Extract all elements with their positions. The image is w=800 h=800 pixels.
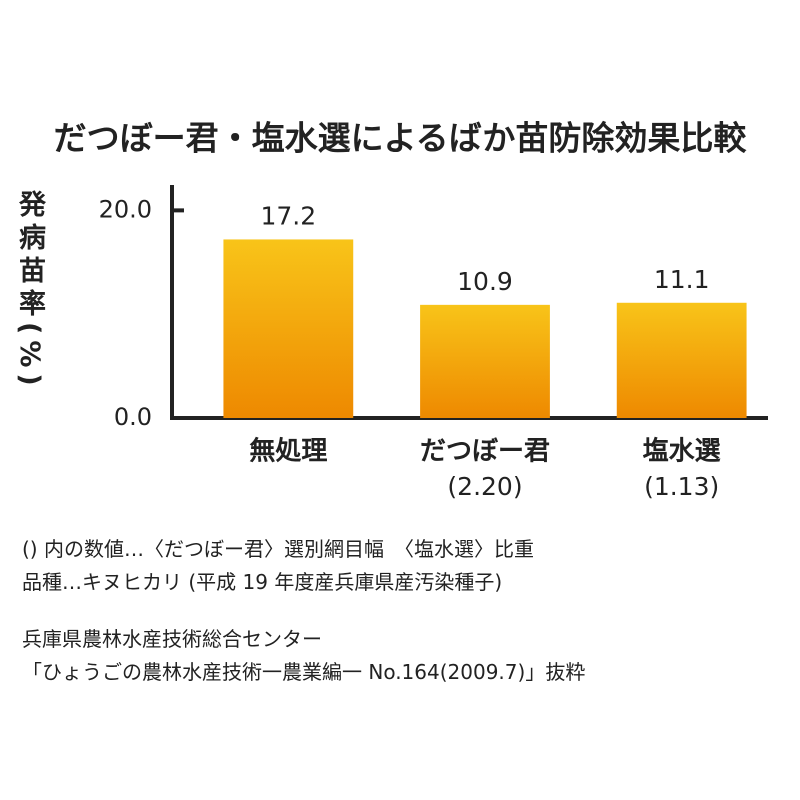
x-tick-label: だつぼー君 — [420, 437, 550, 467]
bar — [223, 239, 354, 418]
value-label: 17.2 — [260, 201, 316, 230]
chart-title: だつぼー君・塩水選によるばか苗防除効果比較 — [54, 119, 748, 158]
category-note: (2.20) — [447, 472, 522, 501]
y-axis-label: 発病苗率(%) — [14, 190, 45, 392]
y-tick-label: 20.0 — [99, 195, 152, 223]
bar — [616, 302, 747, 418]
value-label: 11.1 — [654, 265, 710, 294]
x-tick-label: 無処理 — [249, 437, 327, 467]
note: 兵庫県農林水産技術総合センター — [22, 627, 322, 651]
y-tick-label: 0.0 — [114, 403, 152, 431]
note: () 内の数値…〈だつぼー君〉選別網目幅 〈塩水選〉比重 — [22, 537, 534, 561]
note: 「ひょうごの農林水産技術一農業編一 No.164(2009.7)」抜粋 — [22, 660, 586, 684]
note: 品種…キヌヒカリ (平成 19 年度産兵庫県産汚染種子) — [22, 570, 503, 594]
category-note: (1.13) — [644, 472, 719, 501]
value-label: 10.9 — [457, 267, 513, 296]
x-tick-label: 塩水選 — [643, 437, 721, 467]
bar — [420, 304, 550, 418]
